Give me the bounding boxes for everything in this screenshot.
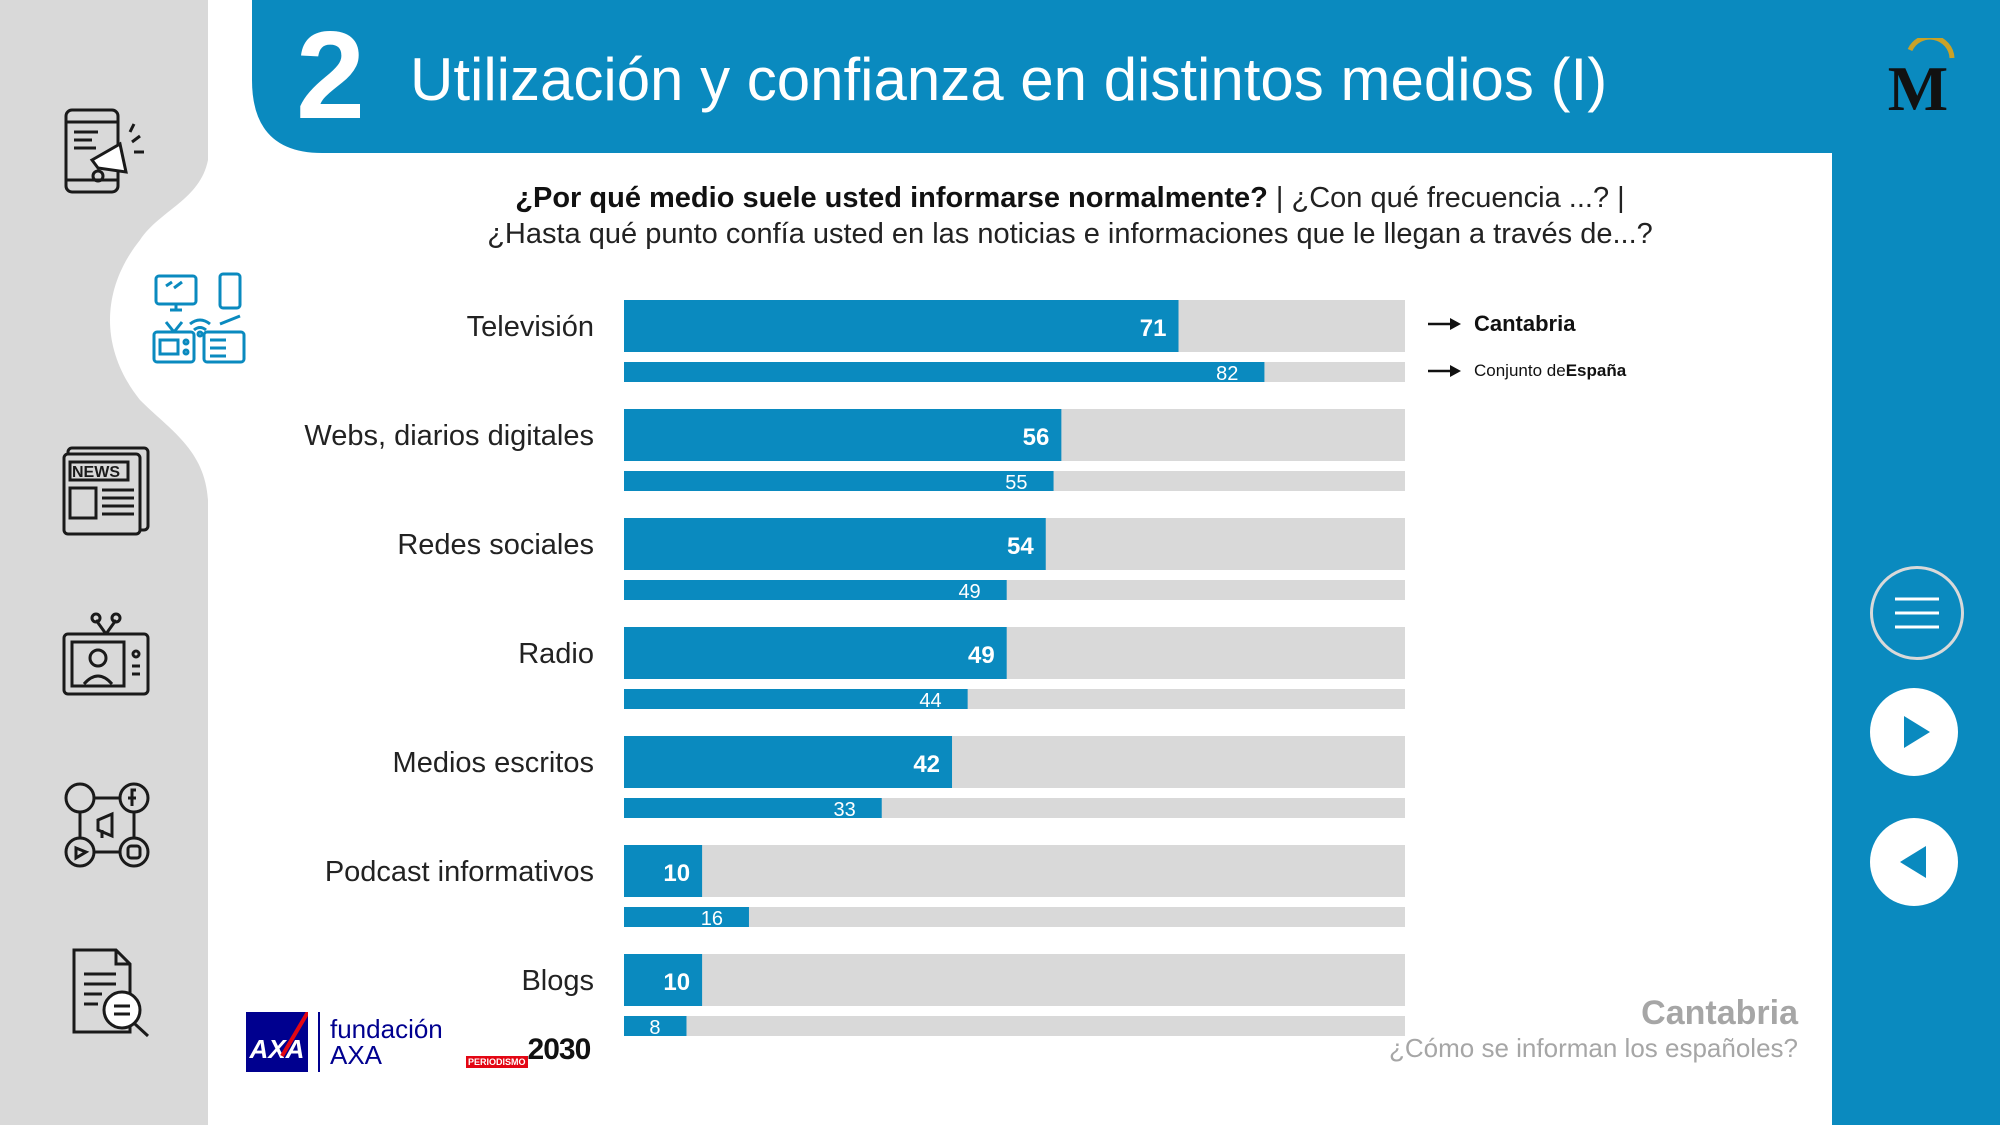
question-main: ¿Por qué medio suele usted informarse no… bbox=[515, 182, 1268, 214]
arrow-right-icon bbox=[1428, 318, 1461, 330]
document-search-icon[interactable] bbox=[60, 942, 160, 1042]
category-label: Webs, diarios digitales bbox=[304, 420, 594, 452]
header-banner bbox=[252, 0, 2000, 153]
media-devices-icon[interactable] bbox=[150, 270, 250, 370]
data-label-cantabria: 49 bbox=[968, 642, 995, 669]
bar-track bbox=[624, 907, 1405, 927]
data-label-espana: 55 bbox=[1005, 472, 1027, 494]
footer-subtitle: ¿Cómo se informan los españoles? bbox=[1389, 1033, 1798, 1063]
fundacion-line1: fundación bbox=[330, 1014, 443, 1044]
bar-track bbox=[624, 1016, 1405, 1036]
category-label: Radio bbox=[518, 638, 594, 670]
bar-cantabria bbox=[624, 736, 953, 788]
brand-logo: M bbox=[1888, 38, 1955, 118]
question-frequency: ¿Con qué frecuencia ...? bbox=[1291, 182, 1610, 214]
legend-item-primary: Cantabria bbox=[1428, 311, 1575, 337]
data-label-espana: 16 bbox=[701, 908, 723, 930]
back-button[interactable] bbox=[1870, 818, 1958, 906]
footer-region: Cantabria bbox=[1641, 994, 1798, 1032]
bar-track bbox=[624, 362, 1405, 382]
bar-espana bbox=[624, 1016, 687, 1036]
data-label-espana: 82 bbox=[1216, 363, 1238, 385]
bar-cantabria bbox=[624, 409, 1062, 461]
bar-cantabria bbox=[624, 627, 1007, 679]
category-label: Medios escritos bbox=[393, 747, 594, 779]
question-trust: ¿Hasta qué punto confía usted en las not… bbox=[487, 218, 1653, 250]
sidebar-active-notch bbox=[110, 160, 220, 500]
bar-track bbox=[624, 518, 1405, 570]
bar-track bbox=[624, 580, 1405, 600]
bar-espana bbox=[624, 580, 1007, 600]
bar-espana bbox=[624, 907, 749, 927]
bar-track bbox=[624, 845, 1405, 897]
bar-espana bbox=[624, 471, 1054, 491]
bar-track bbox=[624, 798, 1405, 818]
back-icon bbox=[1900, 846, 1926, 878]
periodismo-2030-logo: PERIODISMO2030 bbox=[466, 1033, 592, 1068]
social-media-icon[interactable] bbox=[56, 774, 156, 874]
fundacion-line2: AXA bbox=[330, 1040, 383, 1070]
data-label-cantabria: 10 bbox=[663, 860, 690, 887]
news-label: NEWS bbox=[72, 464, 120, 481]
right-rail bbox=[1832, 0, 2000, 1125]
newspaper-icon[interactable]: NEWS bbox=[56, 438, 156, 538]
bar-cantabria bbox=[624, 518, 1046, 570]
logo-divider bbox=[318, 1012, 320, 1072]
category-label: Blogs bbox=[521, 965, 594, 997]
data-label-cantabria: 54 bbox=[1007, 533, 1034, 560]
question-separator-1: | bbox=[1275, 182, 1284, 214]
data-label-espana: 8 bbox=[649, 1017, 660, 1039]
bar-cantabria bbox=[624, 954, 703, 1006]
bar-espana bbox=[624, 362, 1265, 382]
page-title: Utilización y confianza en distintos med… bbox=[410, 46, 1608, 113]
question-separator-2: | bbox=[1617, 182, 1625, 214]
legend-item-secondary: Conjunto de España bbox=[1428, 361, 1626, 381]
bar-track bbox=[624, 954, 1405, 1006]
category-label: Televisión bbox=[467, 311, 594, 343]
data-label-cantabria: 56 bbox=[1023, 424, 1050, 451]
arrow-right-icon bbox=[1428, 365, 1461, 377]
mobile-megaphone-icon[interactable] bbox=[56, 100, 156, 200]
play-icon bbox=[1904, 716, 1930, 748]
bar-track bbox=[624, 409, 1405, 461]
bar-track bbox=[624, 627, 1405, 679]
next-button[interactable] bbox=[1870, 688, 1958, 776]
tv-presenter-icon[interactable] bbox=[56, 604, 156, 704]
axa-logo: AXA bbox=[246, 1010, 310, 1072]
data-label-espana: 44 bbox=[919, 690, 941, 712]
axa-logo-text: AXA bbox=[249, 1034, 305, 1064]
data-label-espana: 33 bbox=[833, 799, 855, 821]
legend-label-primary: Cantabria bbox=[1474, 311, 1576, 336]
left-sidebar bbox=[0, 0, 208, 1125]
bar-espana bbox=[624, 798, 882, 818]
category-label: Redes sociales bbox=[397, 529, 594, 561]
menu-icon bbox=[1895, 597, 1939, 629]
bar-cantabria bbox=[624, 300, 1179, 352]
data-label-cantabria: 10 bbox=[663, 969, 690, 996]
section-number: 2 bbox=[296, 7, 365, 145]
logo-letter: M bbox=[1888, 53, 1948, 118]
data-label-cantabria: 71 bbox=[1140, 315, 1167, 342]
fundacion-axa-logo: fundación AXA bbox=[330, 1016, 443, 1068]
category-label: Podcast informativos bbox=[325, 856, 594, 888]
bar-track bbox=[624, 689, 1405, 709]
bar-espana bbox=[624, 689, 968, 709]
bar-track bbox=[624, 471, 1405, 491]
legend-label-secondary-bold: España bbox=[1565, 361, 1627, 380]
bar-track bbox=[624, 300, 1405, 352]
survey-question: ¿Por qué medio suele usted informarse no… bbox=[380, 180, 1760, 252]
bar-cantabria bbox=[624, 845, 703, 897]
legend-label-secondary-prefix: Conjunto de bbox=[1474, 361, 1566, 380]
data-label-cantabria: 42 bbox=[913, 751, 940, 778]
data-label-espana: 49 bbox=[958, 581, 980, 603]
periodismo-label: PERIODISMO bbox=[466, 1056, 528, 1068]
menu-button[interactable] bbox=[1870, 566, 1964, 660]
periodismo-year: 2030 bbox=[527, 1033, 592, 1066]
bar-track bbox=[624, 736, 1405, 788]
